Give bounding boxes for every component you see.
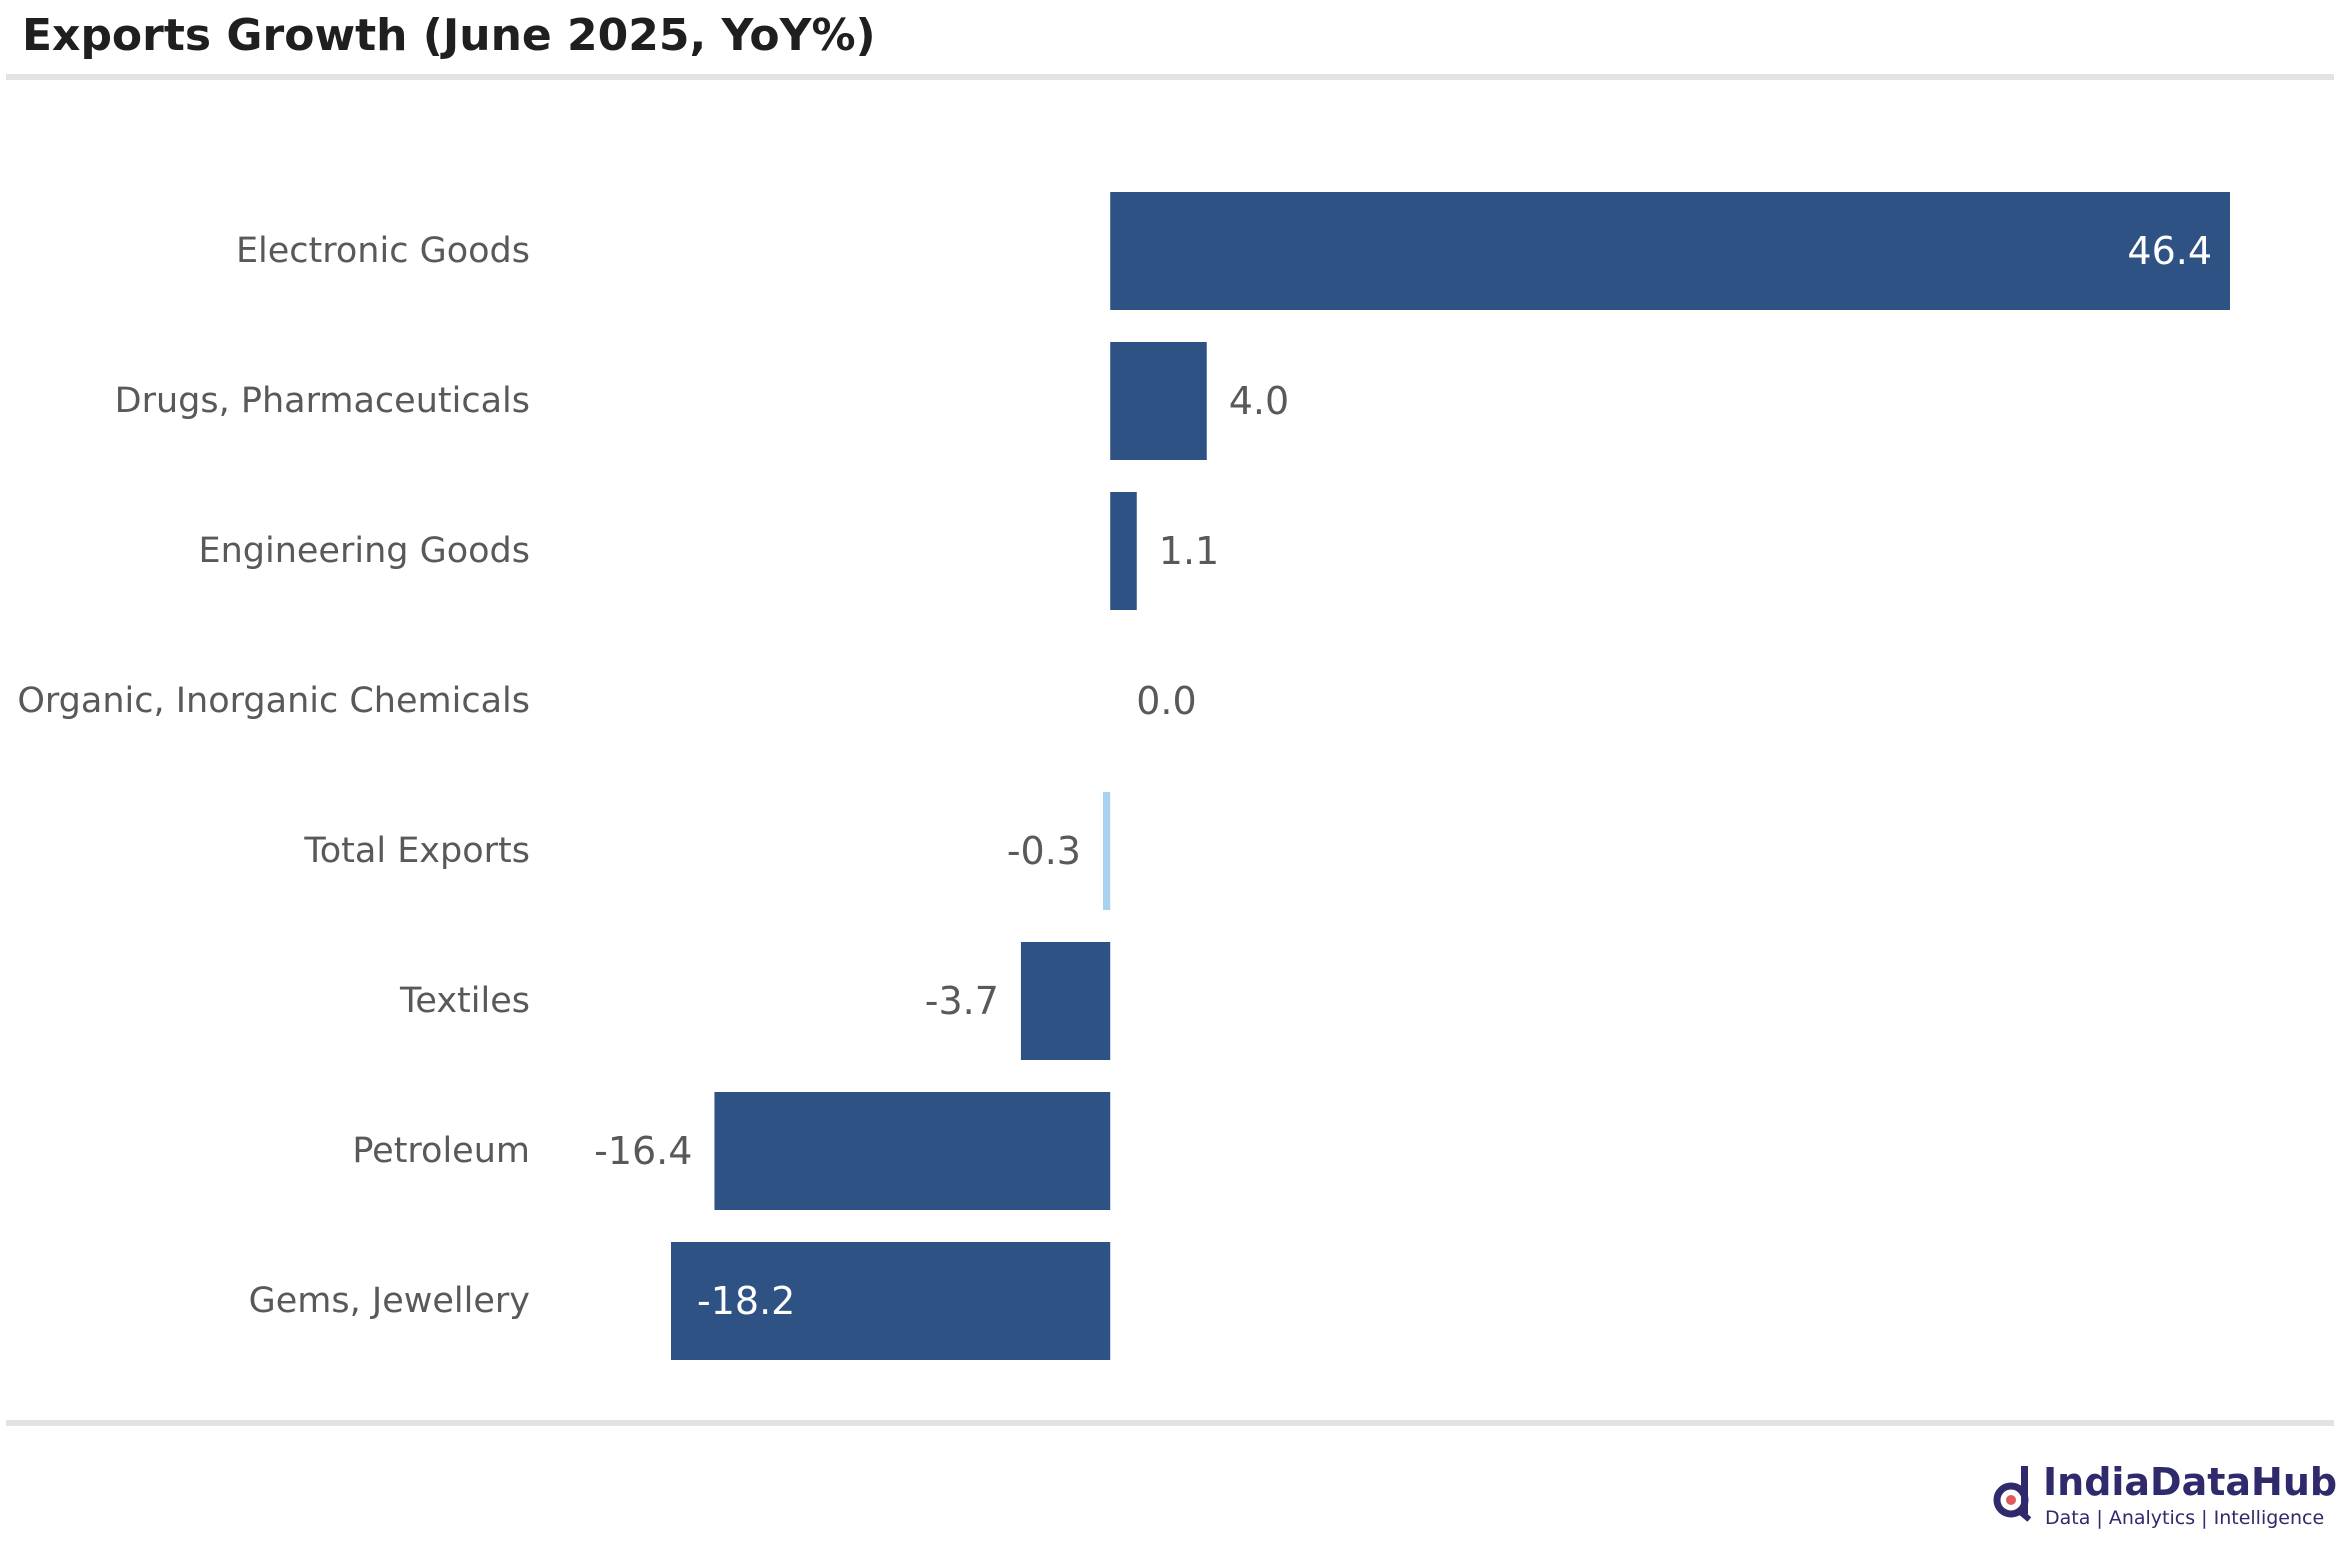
value-label-electronic-goods: 46.4 <box>2127 229 2212 273</box>
value-label-drugs-pharmaceuticals: 4.0 <box>1229 379 1289 423</box>
bar-gems-jewellery <box>671 1242 1111 1360</box>
bar-total-exports <box>1102 792 1111 910</box>
chart-title: Exports Growth (June 2025, YoY%) <box>22 10 876 61</box>
category-label-electronic-goods: Electronic Goods <box>236 231 530 271</box>
category-label-engineering-goods: Engineering Goods <box>198 531 530 571</box>
bar-textiles <box>1020 942 1111 1060</box>
value-label-engineering-goods: 1.1 <box>1159 529 1219 573</box>
brand-logo: IndiaDataHub Data | Analytics | Intellig… <box>1991 1458 2337 1538</box>
value-label-gems-jewellery: -18.2 <box>697 1279 795 1323</box>
category-label-organic-inorganic-chemicals: Organic, Inorganic Chemicals <box>17 681 530 721</box>
bar-electronic-goods <box>1110 192 2230 310</box>
category-label-textiles: Textiles <box>399 981 530 1021</box>
category-label-gems-jewellery: Gems, Jewellery <box>249 1281 530 1321</box>
value-label-organic-inorganic-chemicals: 0.0 <box>1136 679 1196 723</box>
category-label-total-exports: Total Exports <box>303 831 530 871</box>
top-divider <box>6 74 2334 80</box>
category-label-petroleum: Petroleum <box>352 1131 530 1171</box>
category-label-drugs-pharmaceuticals: Drugs, Pharmaceuticals <box>115 381 530 421</box>
bottom-divider <box>6 1420 2334 1426</box>
brand-tagline: Data | Analytics | Intelligence <box>2045 1507 2325 1529</box>
bar-engineering-goods <box>1110 492 1137 610</box>
value-label-petroleum: -16.4 <box>594 1129 692 1173</box>
logo-icon <box>1993 1466 2032 1522</box>
bar-drugs-pharmaceuticals <box>1110 342 1207 460</box>
brand-name: IndiaDataHub <box>2043 1460 2338 1504</box>
bar-petroleum <box>714 1092 1111 1210</box>
value-label-textiles: -3.7 <box>925 979 999 1023</box>
value-label-total-exports: -0.3 <box>1007 829 1081 873</box>
